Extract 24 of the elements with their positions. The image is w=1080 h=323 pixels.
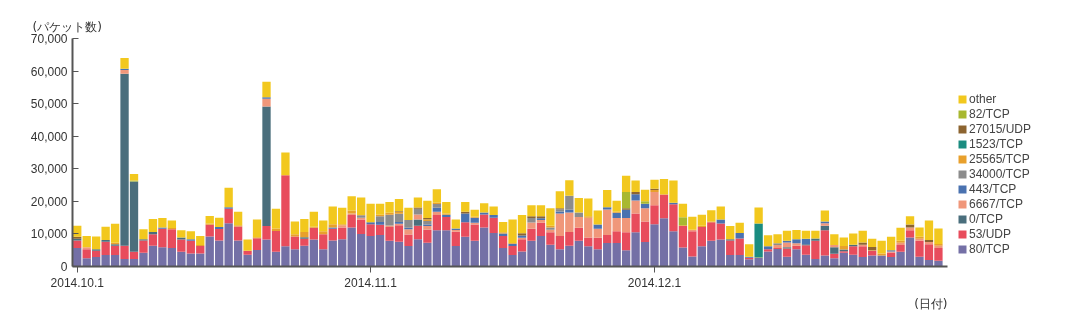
- y-tick-label: 10,000: [30, 227, 68, 242]
- y-tick-label: 30,000: [30, 162, 68, 177]
- x-tick-label: 2014.10.1: [50, 275, 105, 290]
- legend-label: 53/UDP: [969, 227, 1012, 241]
- x-axis-title: (日付): [914, 296, 948, 311]
- y-tick-label: 0: [60, 260, 68, 274]
- y-tick-label: 60,000: [30, 64, 68, 79]
- y-tick-label: 70,000: [30, 32, 68, 46]
- legend-label: 25565/TCP: [969, 152, 1030, 166]
- x-tick-label: 2014.12.1: [627, 275, 682, 290]
- x-tick-label: 2014.11.1: [344, 275, 398, 290]
- y-tick-label: 20,000: [30, 194, 68, 209]
- legend-label: 443/TCP: [969, 182, 1017, 196]
- y-axis-title: (パケット数): [32, 19, 102, 34]
- legend-label: other: [969, 92, 997, 106]
- legend-label: 27015/UDP: [969, 122, 1032, 136]
- legend-label: 34000/TCP: [969, 167, 1030, 181]
- legend-label: 80/TCP: [969, 242, 1010, 256]
- legend-label: 0/TCP: [969, 212, 1004, 226]
- y-tick-label: 50,000: [30, 97, 68, 112]
- y-tick-label: 40,000: [30, 129, 68, 144]
- legend-label: 82/TCP: [969, 107, 1010, 121]
- legend-label: 6667/TCP: [969, 197, 1024, 211]
- legend-label: 1523/TCP: [969, 137, 1024, 151]
